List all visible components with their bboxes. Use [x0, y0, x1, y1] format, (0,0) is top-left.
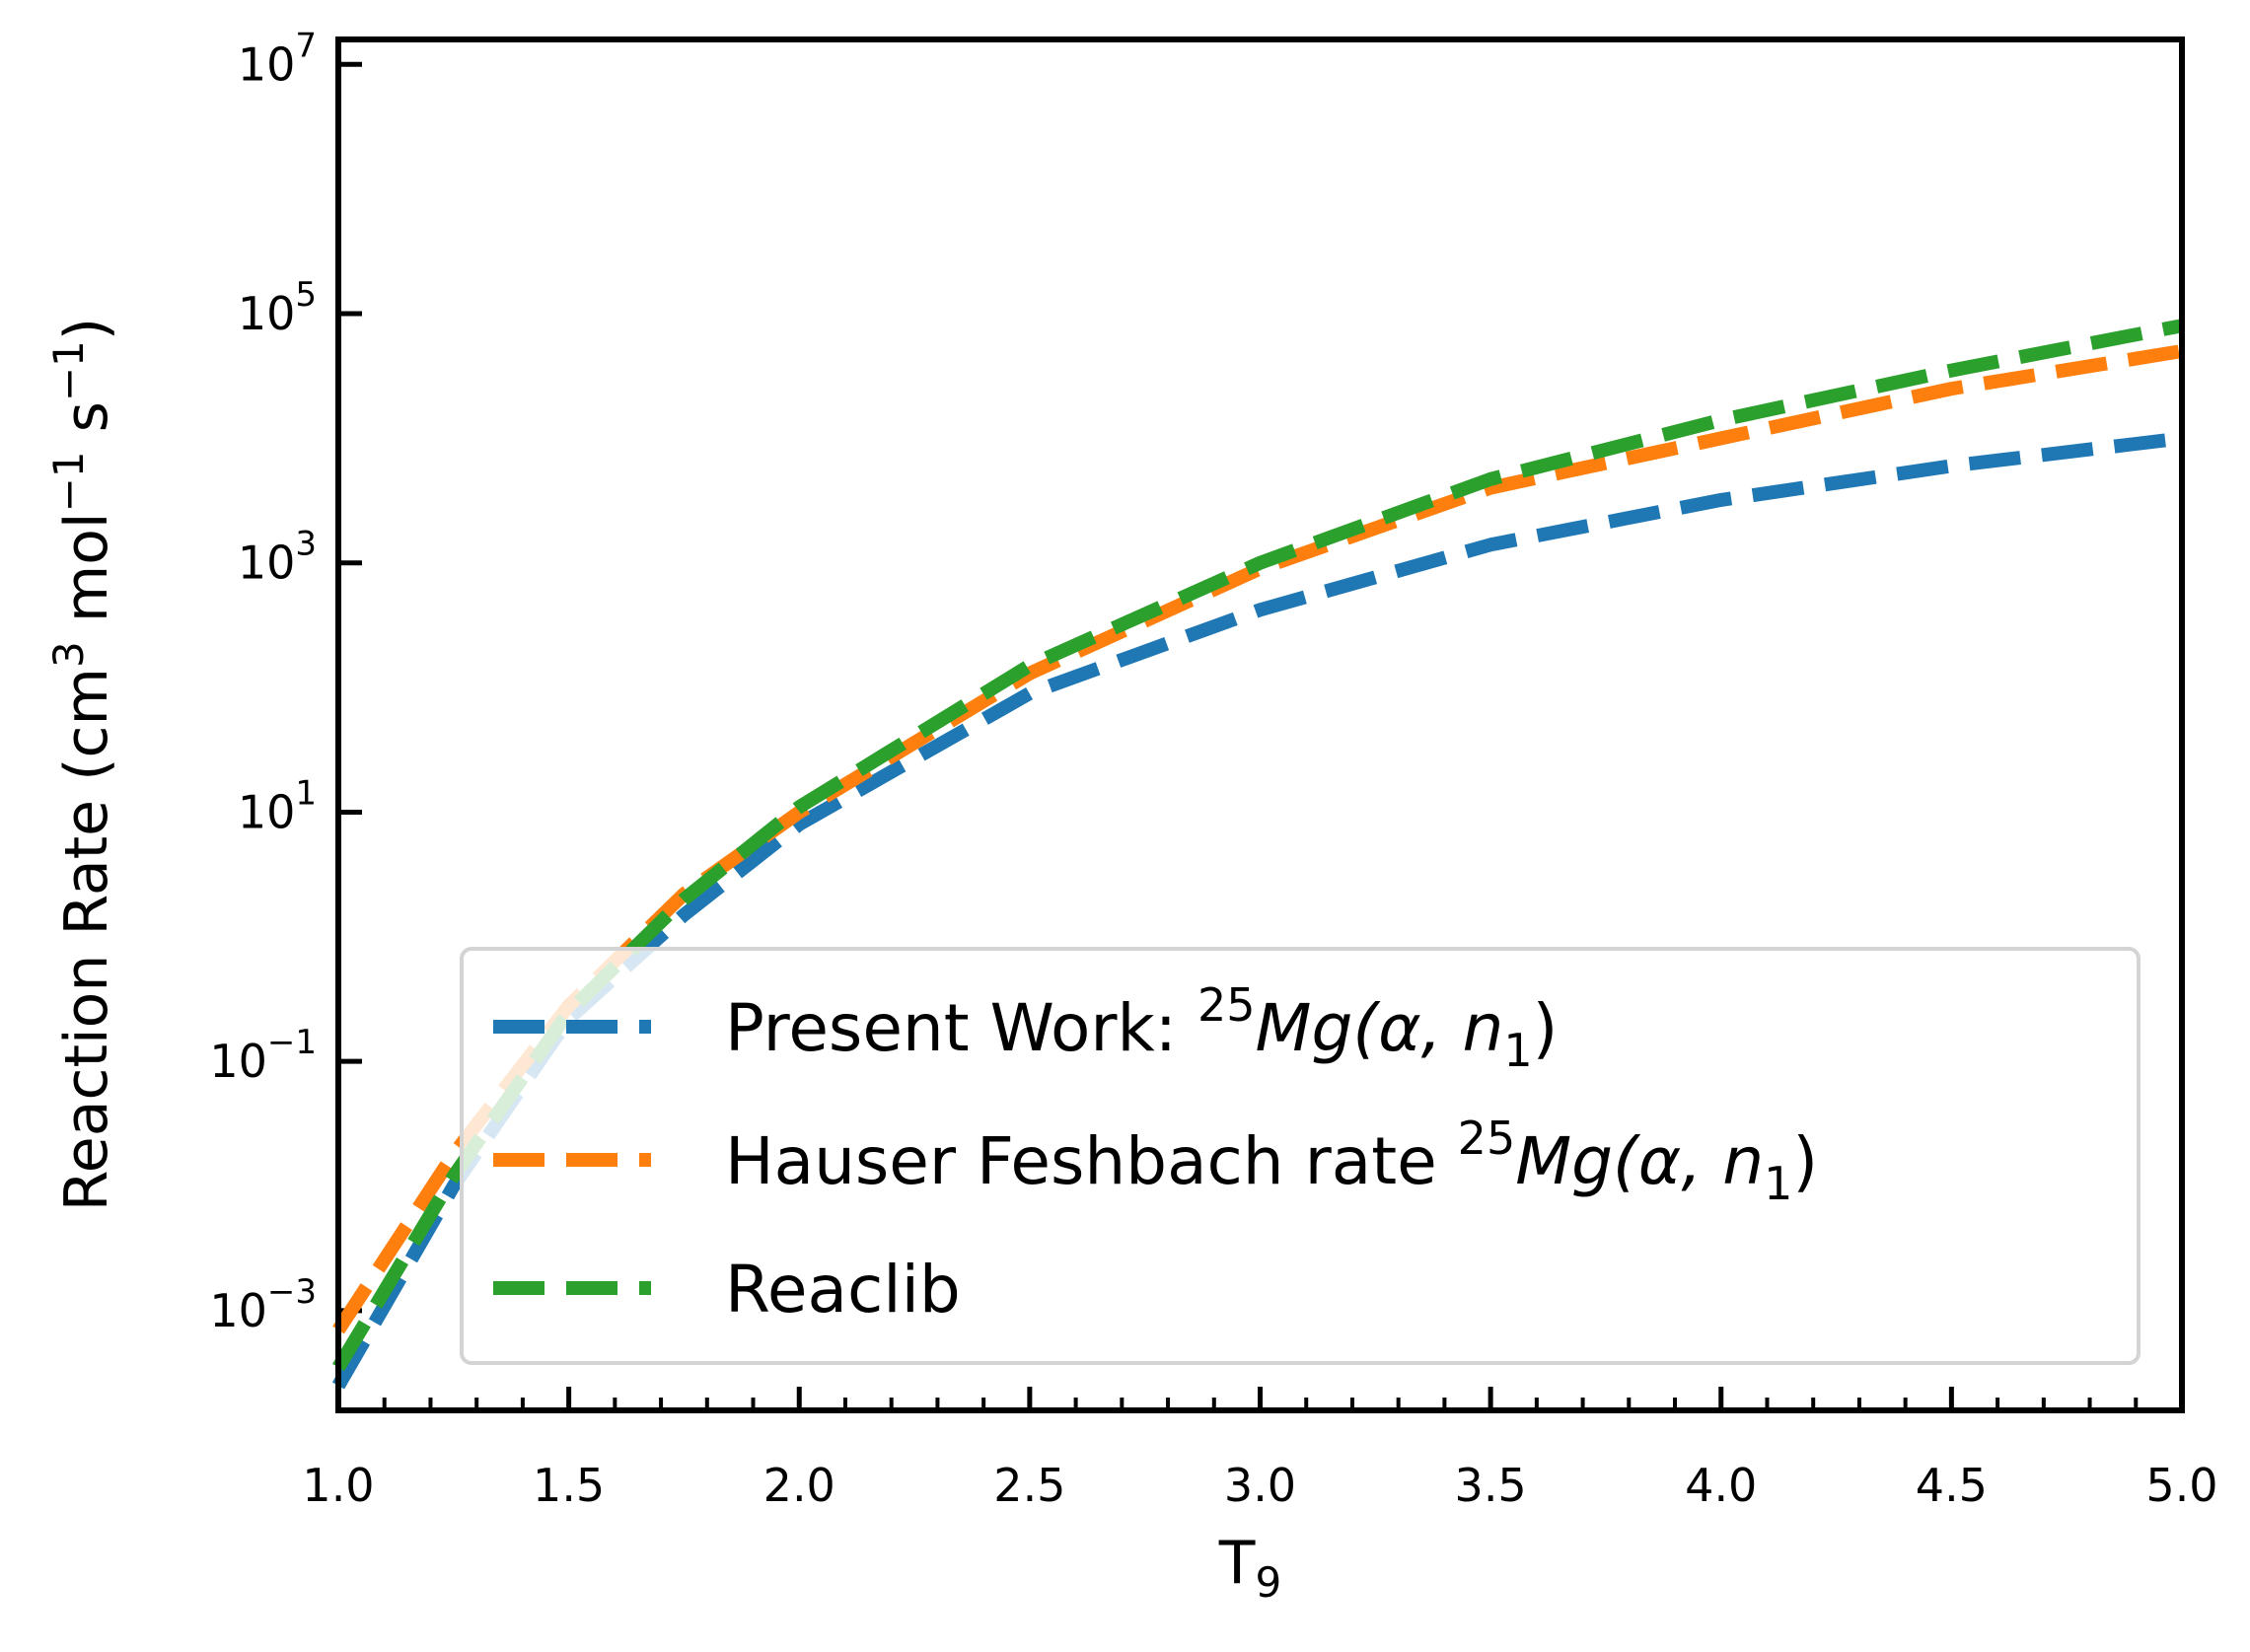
x-tick-label: 4.5	[1916, 1459, 1988, 1512]
y-axis-label-part-s: s	[52, 401, 121, 451]
x-tick-label: 1.5	[533, 1459, 605, 1512]
y-tick-label: 10−3	[209, 1272, 317, 1337]
y-tick-label: 107	[238, 26, 317, 91]
legend-label-subscript: 1	[1503, 1024, 1532, 1077]
legend: Present Work: 25Mg(α, n1)Hauser Feshbach…	[460, 947, 2141, 1365]
legend-label-reaction: Mg(α, n	[1256, 990, 1504, 1066]
x-axis-label-main: T	[1218, 1529, 1256, 1598]
y-axis-label-sup-mol-exp: −1	[44, 451, 93, 512]
y-tick-base: 10	[209, 1284, 267, 1337]
y-tick-base: 10	[238, 785, 296, 838]
x-tick-label: 5.0	[2145, 1459, 2217, 1512]
y-axis-label: Reaction Rate (cm3 mol−1 s−1)	[44, 318, 121, 1211]
legend-label-close: )	[1792, 1123, 1818, 1199]
legend-label-close: )	[1533, 990, 1559, 1066]
legend-label-name: Present Work:	[725, 990, 1198, 1066]
y-tick-label: 105	[238, 275, 317, 340]
y-tick-base: 10	[209, 1035, 267, 1088]
legend-label-reaction: Mg(α, n	[1515, 1123, 1764, 1199]
y-axis-label-part-1: Reaction Rate (cm	[52, 668, 121, 1211]
legend-items: Present Work: 25Mg(α, n1)Hauser Feshbach…	[493, 978, 1818, 1328]
y-tick-base: 10	[238, 37, 296, 91]
y-axis-label-close: )	[52, 318, 121, 340]
y-tick-exponent: −1	[267, 1023, 317, 1062]
x-tick-label: 2.0	[763, 1459, 835, 1512]
x-tick-label: 4.0	[1685, 1459, 1757, 1512]
legend-label-subscript: 1	[1764, 1157, 1792, 1210]
y-tick-exponent: 1	[295, 773, 317, 813]
y-tick-label: 101	[238, 773, 317, 838]
y-axis-label-part-mol: mol	[52, 512, 121, 641]
y-tick-exponent: 5	[295, 275, 317, 315]
x-tick-label: 2.5	[993, 1459, 1065, 1512]
y-tick-base: 10	[238, 537, 296, 590]
legend-label-1: Present Work: 25Mg(α, n1)	[725, 978, 1558, 1077]
legend-label-mass-number: 25	[1458, 1112, 1516, 1165]
legend-label-3: Reaclib	[725, 1252, 961, 1328]
y-axis-label-sup-s-exp: −1	[44, 340, 93, 401]
x-tick-label: 3.0	[1224, 1459, 1296, 1512]
y-tick-base: 10	[238, 287, 296, 340]
y-tick-exponent: 7	[295, 26, 317, 65]
x-axis-ticks: 1.0 1.5 2.0 2.5 3.0 3.5 4.0 4.5 5.0	[302, 1387, 2218, 1512]
y-tick-exponent: −3	[267, 1272, 317, 1312]
legend-label-2: Hauser Feshbach rate 25Mg(α, n1)	[725, 1112, 1818, 1210]
y-tick-exponent: 3	[295, 525, 317, 564]
legend-label-name: Hauser Feshbach rate	[725, 1123, 1458, 1199]
y-tick-label: 10−1	[209, 1023, 317, 1088]
legend-label-mass-number: 25	[1198, 978, 1256, 1032]
legend-label-name: Reaclib	[725, 1252, 961, 1328]
legend-box	[460, 947, 2141, 1365]
y-tick-label: 103	[238, 525, 317, 590]
y-axis-label-sup-3: 3	[44, 641, 93, 668]
x-tick-label: 1.0	[302, 1459, 374, 1512]
x-tick-label: 3.5	[1455, 1459, 1527, 1512]
x-axis-label-subscript: 9	[1255, 1558, 1281, 1607]
plot-frame	[335, 36, 2185, 1413]
x-axis-label: T9	[1218, 1529, 1281, 1607]
